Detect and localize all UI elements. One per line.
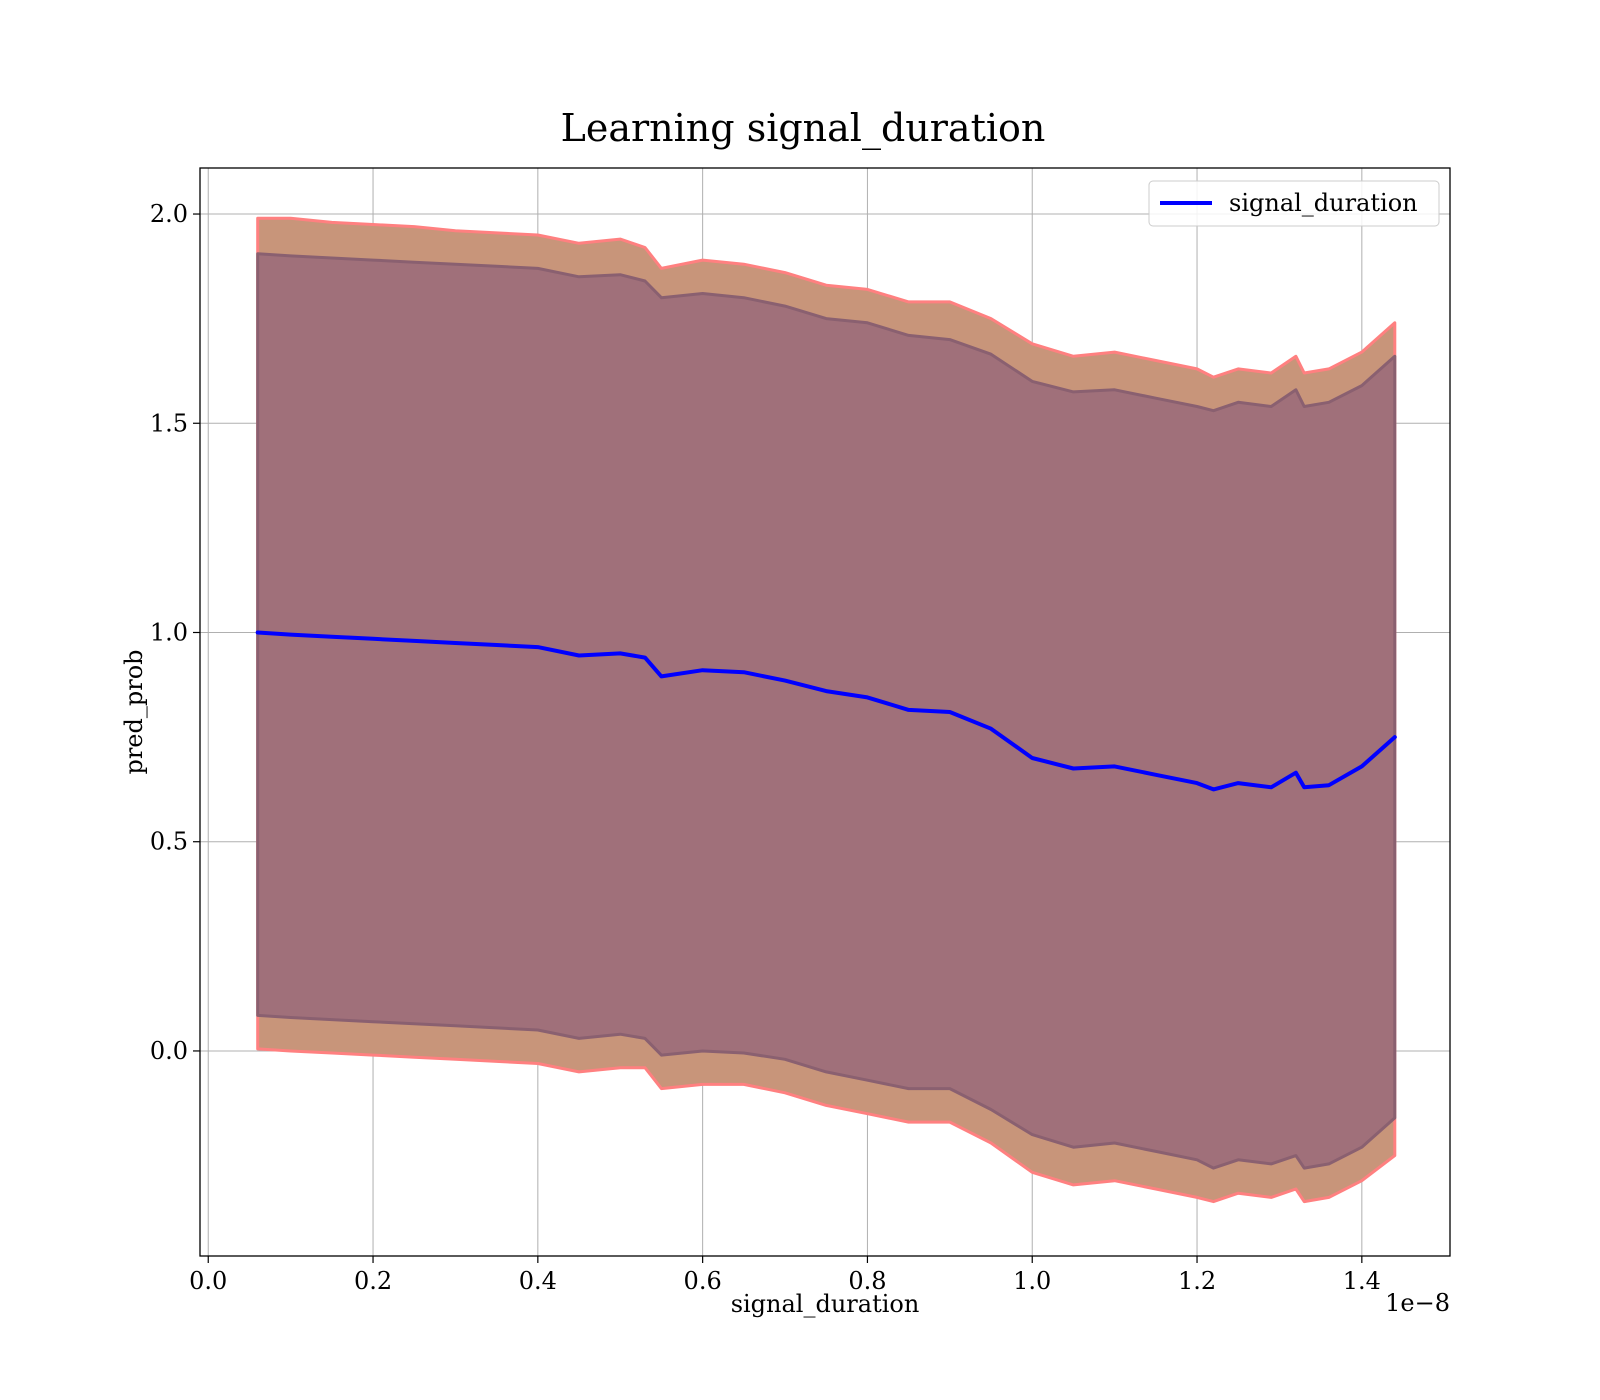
- x-tick-label: 0.2: [354, 1267, 392, 1295]
- x-tick-label: 0.0: [189, 1267, 227, 1295]
- x-tick-label: 0.8: [848, 1267, 886, 1295]
- legend-box: [1148, 180, 1440, 227]
- y-tick-label: 0.0: [150, 1037, 188, 1065]
- y-axis-label: pred_prob: [120, 649, 148, 774]
- x-tick-label: 1.2: [1178, 1267, 1216, 1295]
- confidence-bands: [256, 216, 1397, 1204]
- x-tick-label: 1.0: [1013, 1267, 1051, 1295]
- inner-band: [256, 252, 1397, 1170]
- x-tick-label: 0.4: [519, 1267, 557, 1295]
- y-axis-ticks: 0.0 0.5 1.0 1.5 2.0: [150, 200, 200, 1065]
- x-axis-offset-text: 1e−8: [1385, 1289, 1450, 1317]
- legend: signal_duration: [1148, 180, 1440, 227]
- series-lines: [255, 630, 1397, 792]
- y-tick-label: 0.5: [150, 828, 188, 856]
- y-tick-label: 2.0: [150, 200, 188, 228]
- legend-label: signal_duration: [1229, 189, 1418, 217]
- y-tick-label: 1.0: [150, 618, 188, 646]
- x-tick-label: 1.4: [1343, 1267, 1381, 1295]
- x-axis-ticks: 0.0 0.2 0.4 0.6 0.8 1.0 1.2 1.4: [189, 1256, 1381, 1295]
- chart-title: Learning signal_duration: [561, 106, 1046, 151]
- x-axis-label: signal_duration: [731, 1290, 920, 1318]
- plot-frame: [199, 167, 1451, 1257]
- series-line: [255, 630, 1397, 792]
- y-tick-label: 1.5: [150, 409, 188, 437]
- x-tick-label: 0.6: [684, 1267, 722, 1295]
